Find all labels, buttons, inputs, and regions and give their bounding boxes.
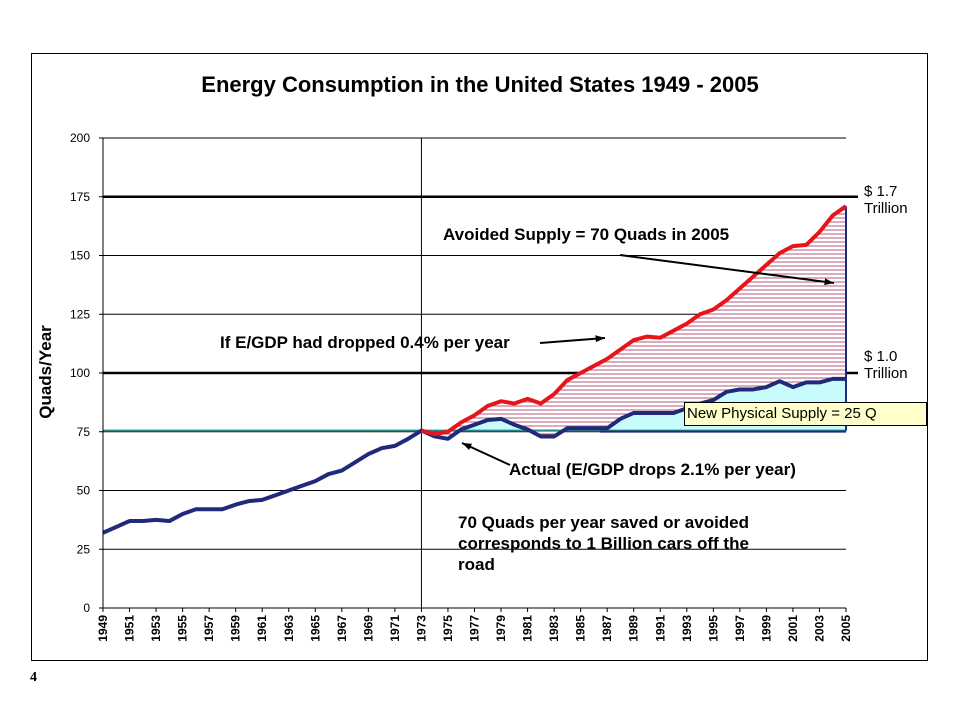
saved-note-line-1: 70 Quads per year saved or avoided [458, 513, 750, 532]
arrow-hypothetical-shaft [539, 337, 606, 344]
x-tick-label-1981: 1981 [521, 615, 535, 642]
page-number: 4 [30, 670, 37, 685]
x-tick-label-2005: 2005 [839, 615, 853, 642]
y-tick-label-200: 200 [70, 131, 90, 145]
saved-note: 70 Quads per year saved or avoided corre… [458, 512, 749, 575]
series-line-hypothetical [420, 204, 848, 437]
series-line-actual [102, 376, 846, 535]
y-tick-label-25: 25 [77, 542, 91, 556]
avoided-supply-label: Avoided Supply = 70 Quads in 2005 [443, 225, 730, 244]
y-tick-label-50: 50 [77, 484, 91, 498]
ref-label-175: $ 1.7 Trillion [864, 183, 908, 217]
new-supply-label: New Physical Supply = 25 Q [687, 405, 877, 422]
arrow-hypothetical-head [595, 335, 605, 343]
x-tick-label-1995: 1995 [706, 615, 720, 642]
y-tick-label-150: 150 [70, 249, 90, 263]
arrow-actual-head [462, 443, 472, 451]
arrow-avoided-head [824, 278, 834, 286]
x-tick-label-1949: 1949 [96, 615, 110, 642]
x-tick-label-1997: 1997 [733, 615, 747, 642]
y-tick-label-100: 100 [70, 366, 90, 380]
x-tick-label-2003: 2003 [812, 615, 826, 642]
x-tick-label-1969: 1969 [361, 615, 375, 642]
x-tick-label-1953: 1953 [149, 615, 163, 642]
x-tick-label-1965: 1965 [308, 615, 322, 642]
saved-note-line-2: corresponds to 1 Billion cars off the [458, 534, 749, 553]
x-tick-label-1959: 1959 [229, 615, 243, 642]
x-tick-label-1975: 1975 [441, 615, 455, 642]
avoided-supply-area [421, 206, 846, 439]
x-tick-label-1951: 1951 [123, 615, 137, 642]
x-tick-label-1999: 1999 [759, 615, 773, 642]
chart-title: Energy Consumption in the United States … [201, 72, 759, 97]
x-tick-label-1987: 1987 [600, 615, 614, 642]
x-tick-label-1993: 1993 [680, 615, 694, 642]
x-tick-label-1957: 1957 [202, 615, 216, 642]
ref-label-100: $ 1.0 Trillion [864, 348, 908, 382]
arrow-avoided-shaft [619, 254, 835, 284]
new-supply-box: New Physical Supply = 25 Q [684, 402, 927, 426]
saved-note-line-3: road [458, 555, 495, 574]
x-tick-label-1971: 1971 [388, 615, 402, 642]
x-tick-label-1989: 1989 [627, 615, 641, 642]
ref-label-100-text: $ 1.0 Trillion [864, 348, 908, 382]
y-tick-label-0: 0 [83, 601, 90, 615]
x-tick-label-1983: 1983 [547, 615, 561, 642]
hypothetical-label: If E/GDP had dropped 0.4% per year [220, 333, 510, 352]
x-tick-label-1955: 1955 [176, 615, 190, 642]
x-tick-label-1977: 1977 [468, 615, 482, 642]
y-tick-label-175: 175 [70, 190, 90, 204]
x-tick-label-1979: 1979 [494, 615, 508, 642]
y-tick-label-125: 125 [70, 307, 90, 321]
slide-frame [31, 53, 928, 661]
x-tick-label-2001: 2001 [786, 615, 800, 642]
actual-label: Actual (E/GDP drops 2.1% per year) [509, 460, 796, 479]
ref-label-175-text: $ 1.7 Trillion [864, 183, 908, 217]
x-tick-label-1973: 1973 [414, 615, 428, 642]
x-tick-label-1991: 1991 [653, 615, 667, 642]
x-tick-label-1961: 1961 [255, 615, 269, 642]
x-tick-label-1967: 1967 [335, 615, 349, 642]
x-tick-label-1963: 1963 [282, 615, 296, 642]
y-tick-label-75: 75 [77, 425, 91, 439]
x-tick-label-1985: 1985 [574, 615, 588, 642]
